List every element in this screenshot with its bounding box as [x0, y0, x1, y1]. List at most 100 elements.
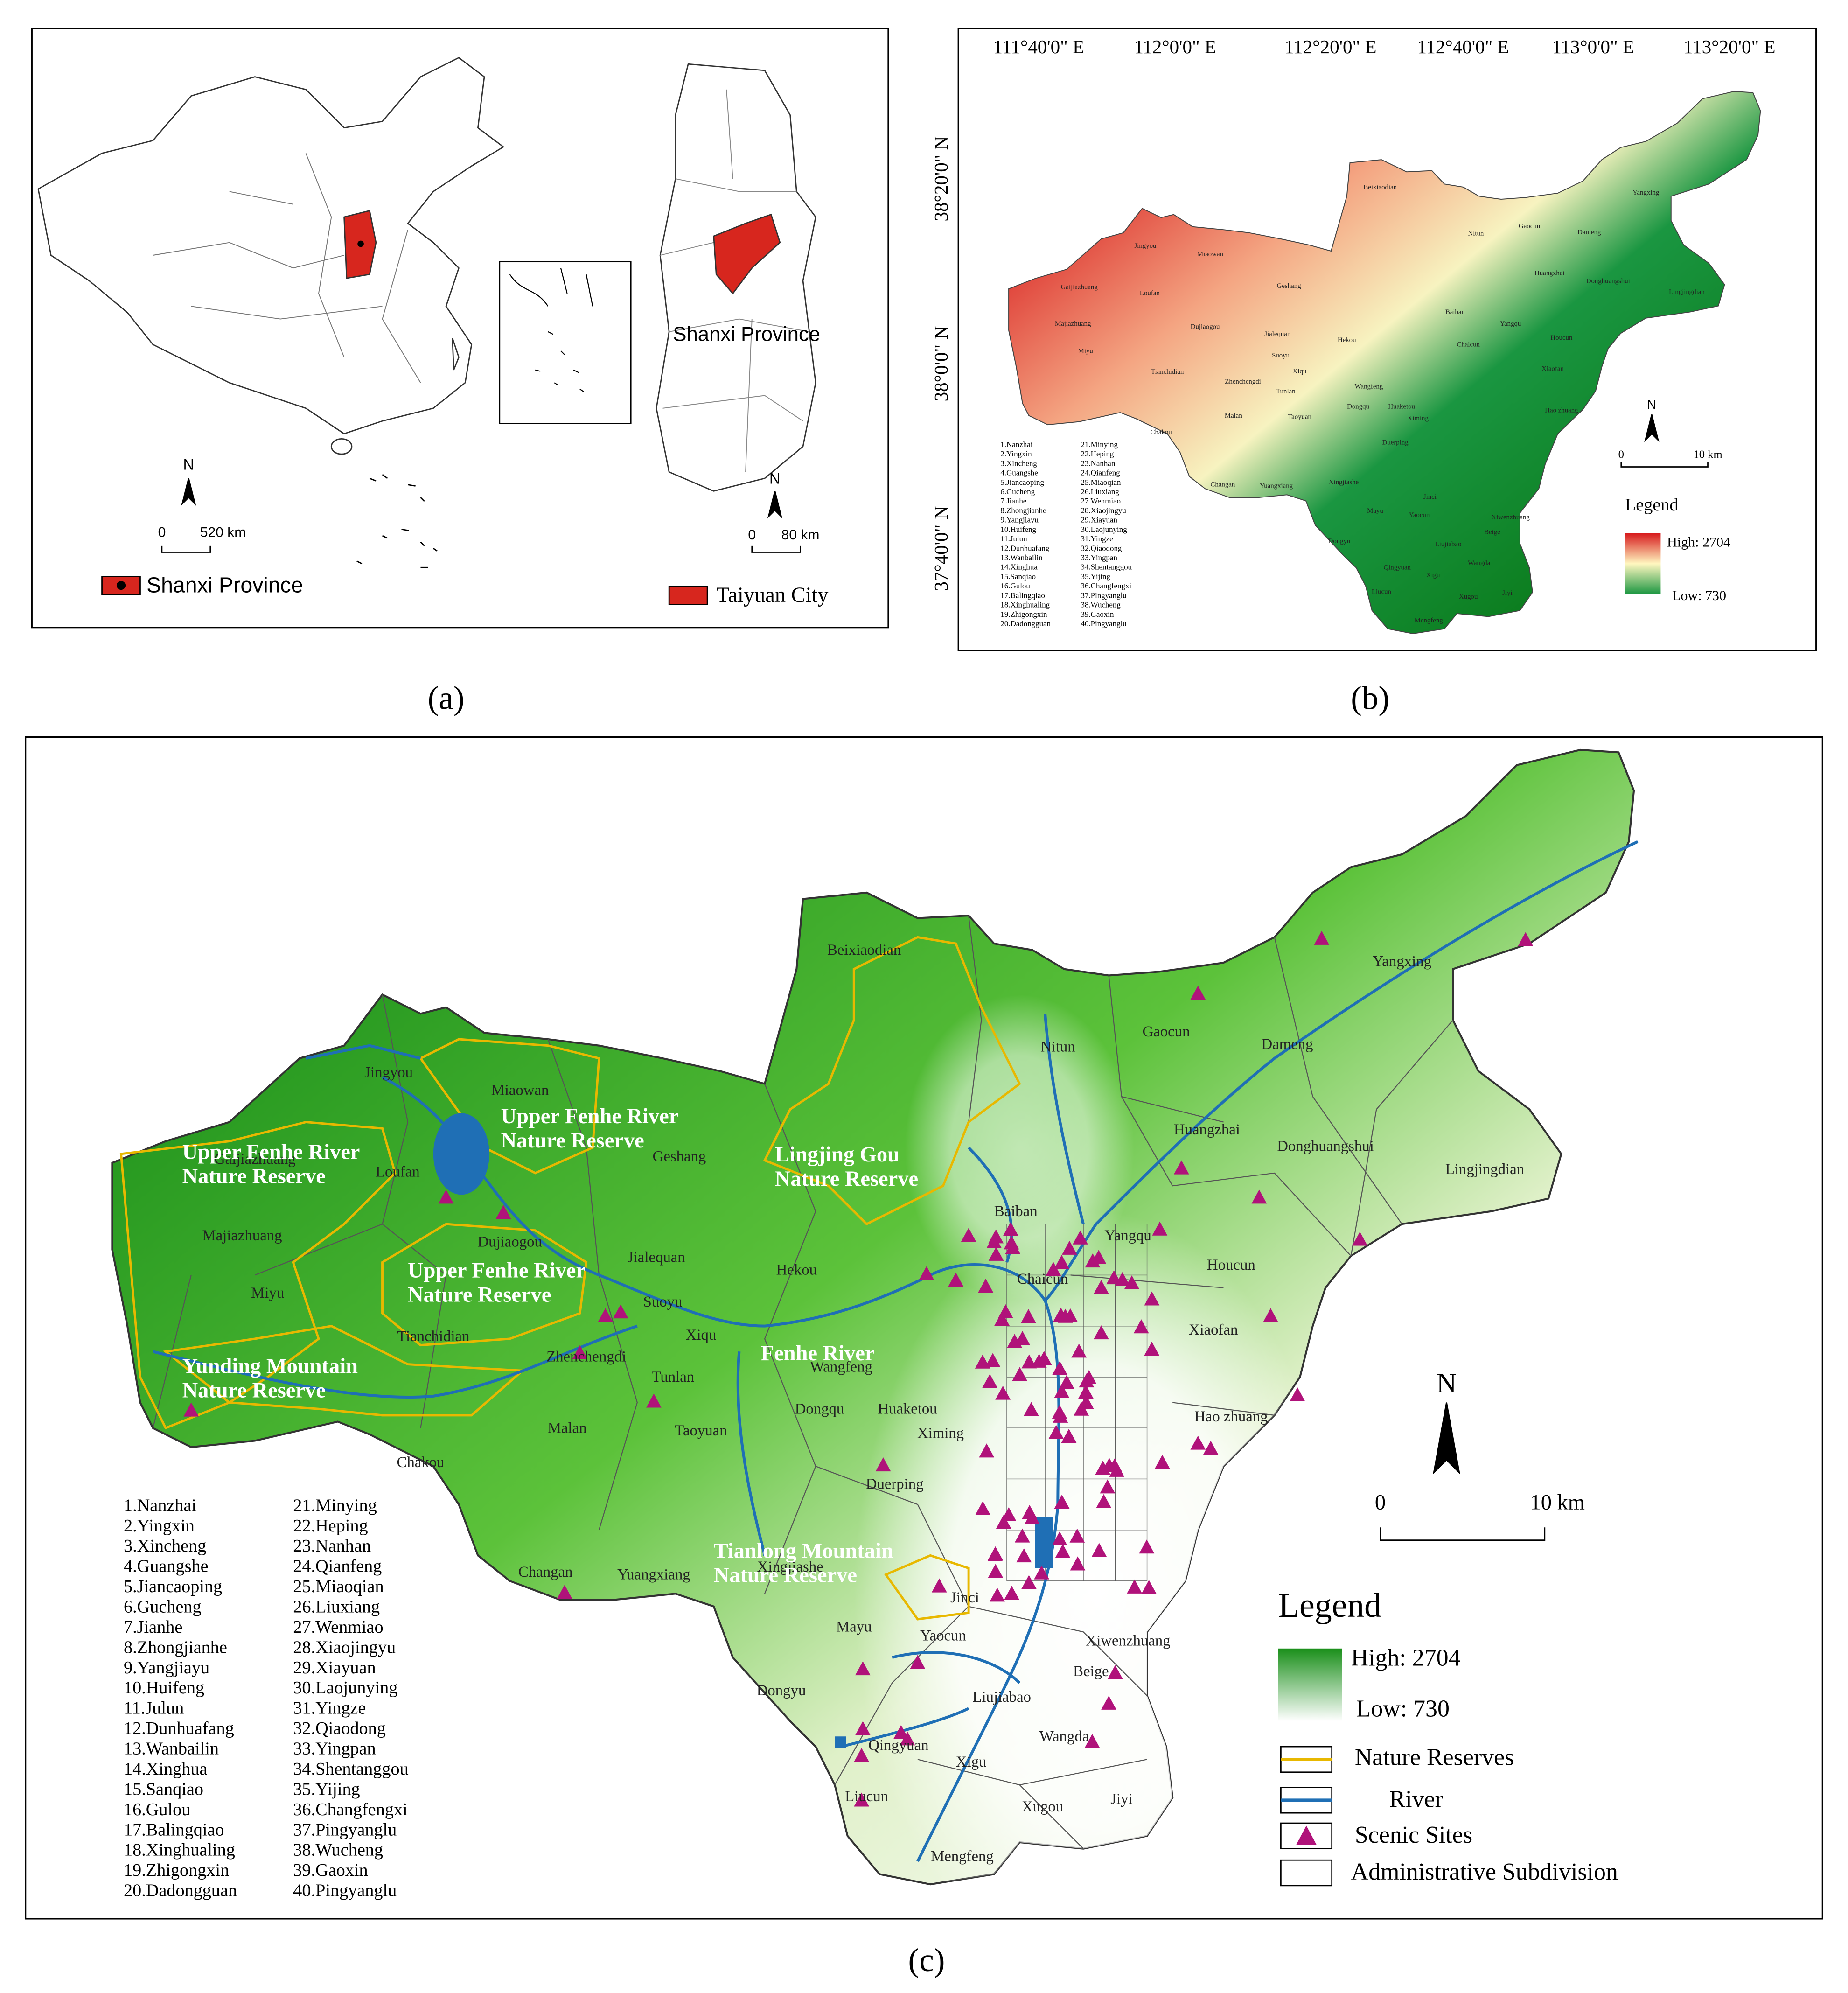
legend-label: Nature Reserves — [1355, 1744, 1514, 1770]
legend-title: Legend — [1278, 1586, 1381, 1624]
town-label: Ximing — [917, 1425, 964, 1441]
scale-label: 0 — [1618, 448, 1624, 461]
subdivision-entry: 30.Laojunying — [293, 1678, 397, 1698]
subdivision-entry: 22.Heping — [293, 1516, 368, 1536]
town-label: Hao zhuang — [1194, 1408, 1268, 1425]
subdivision-entry: 4.Guangshe — [1000, 469, 1038, 477]
town-label: Liujiabao — [1435, 541, 1462, 548]
town-label: Dongqu — [1347, 403, 1370, 411]
scenic-site — [1061, 1428, 1077, 1443]
subdivision-entry: 1.Nanzhai — [124, 1496, 196, 1515]
scenic-site — [1154, 1455, 1170, 1469]
town-label: Tianchidian — [397, 1328, 469, 1345]
scenic-site — [1070, 1556, 1086, 1571]
subdivision-entry: 15.Sanqiao — [124, 1779, 203, 1799]
town-label: Yangxing — [1632, 189, 1660, 196]
town-label: Hao zhuang — [1545, 407, 1578, 414]
subdivision-entry: 18.Xinghualing — [124, 1840, 235, 1860]
scenic-site — [990, 1587, 1005, 1602]
river — [153, 1324, 638, 1399]
town-label: Huangzhai — [1174, 1121, 1240, 1138]
reserve-label: Upper Fenhe River — [408, 1259, 586, 1283]
subdivision-entry: 29.Xiayuan — [293, 1658, 376, 1678]
town-label: Xiwenzhuang — [1491, 514, 1530, 521]
scale-bar — [751, 545, 801, 553]
north-arrow — [767, 491, 783, 519]
scenic-site — [1004, 1586, 1019, 1600]
scenic-site — [1203, 1441, 1219, 1455]
subdivision-entry: 14.Xinghua — [124, 1759, 207, 1779]
reserve-label: Upper Fenhe River — [501, 1105, 679, 1128]
scenic-site — [855, 1661, 871, 1676]
scenic-site — [1141, 1580, 1157, 1594]
town-label: Xigu — [956, 1754, 987, 1770]
town-label: Tianchidian — [1151, 368, 1184, 376]
subdivision-entry: 4.Guangshe — [124, 1557, 209, 1576]
legend-title: Legend — [1625, 495, 1679, 515]
town-label: Jialequan — [1264, 330, 1291, 338]
subdivision-entry: 20.Dadongguan — [1000, 619, 1051, 628]
town-label: Ximing — [1408, 415, 1429, 422]
town-label: Nitun — [1040, 1039, 1075, 1056]
subdivision-entry: 10.Huifeng — [124, 1678, 204, 1698]
town-label: Liujiabao — [972, 1689, 1031, 1706]
subdivision-entry: 34.Shentanggou — [293, 1759, 408, 1779]
north-arrow — [1433, 1402, 1460, 1475]
reserve-outline — [418, 1038, 600, 1175]
scenic-site — [995, 1385, 1011, 1400]
scenic-site — [1084, 1734, 1100, 1748]
subdivision-entry: 9.Yangjiayu — [124, 1658, 209, 1678]
scenic-site — [1054, 1494, 1070, 1509]
town-label: Beixiaodian — [1363, 184, 1397, 191]
town-label: Huaketou — [1388, 403, 1415, 411]
town-label: Jialequan — [628, 1249, 685, 1266]
town-label: Dameng — [1262, 1036, 1313, 1053]
reservoir — [1035, 1517, 1053, 1568]
subdivision-entry: 21.Minying — [293, 1496, 377, 1515]
panel-c-furniture — [1278, 1402, 1546, 1887]
town-label: Jinci — [950, 1589, 979, 1606]
town-label: Zhenchengdi — [1225, 378, 1261, 385]
scenic-site — [893, 1725, 909, 1739]
panel-label: (a) — [428, 680, 465, 716]
subdivision-entry: 17.Balingqiao — [1000, 591, 1045, 600]
town-label: Wangfeng — [1355, 383, 1383, 391]
town-label: Xugou — [1459, 593, 1478, 601]
town-label: Majiazhuang — [202, 1227, 282, 1244]
town-label: Hekou — [1338, 336, 1356, 344]
subdivision-entry: 20.Dadongguan — [124, 1881, 237, 1901]
town-label: Jiyi — [1110, 1790, 1132, 1807]
town-label: Majiazhuang — [1055, 320, 1091, 328]
scenic-site — [1058, 1308, 1073, 1323]
scenic-site — [1052, 1361, 1067, 1375]
scenic-site — [988, 1229, 1004, 1244]
scenic-site — [598, 1308, 613, 1322]
subdivision-entry: 5.Jiancaoping — [124, 1577, 222, 1596]
subdivision-entry: 26.Liuxiang — [293, 1597, 380, 1617]
town-label: Yaocun — [920, 1628, 966, 1644]
panel-c-map: Beixiaodian Nitun Gaocun Dameng Yangxing Jing… — [112, 750, 1639, 1976]
scenic-site — [495, 1205, 511, 1219]
scale-label: 10 km — [1530, 1491, 1584, 1515]
town-label: Loufan — [1140, 290, 1160, 297]
town-label: Dongqu — [795, 1400, 844, 1417]
scenic-site — [978, 1279, 994, 1293]
town-labels: Beixiaodian Nitun Gaocun Dameng Yangxing Jing… — [1055, 184, 1705, 624]
town-label: Yangqu — [1500, 320, 1521, 328]
river — [1044, 840, 1639, 1302]
town-label: Beixiaodian — [827, 942, 901, 958]
longitude-label: 112°0'0" E — [1134, 36, 1216, 57]
subdivision-entry: 8.Zhongjianhe — [124, 1637, 227, 1657]
town-label: Dujiaogou — [1191, 323, 1220, 331]
subdivision-entry: 7.Jianhe — [124, 1617, 182, 1637]
scenic-site — [1081, 1370, 1097, 1384]
reserve-outline — [381, 1223, 588, 1347]
subdivision-entry: 31.Yingze — [1081, 534, 1113, 543]
subdivision-entry: 37.Pingyanglu — [293, 1820, 397, 1839]
river-label: Fenhe River — [761, 1342, 875, 1365]
town-label: Hekou — [776, 1262, 817, 1279]
latitude-label: 38°0'0" N — [930, 326, 952, 401]
subdivision-entry: 23.Nanhan — [1081, 459, 1116, 468]
town-label: Xiqu — [1293, 368, 1307, 375]
